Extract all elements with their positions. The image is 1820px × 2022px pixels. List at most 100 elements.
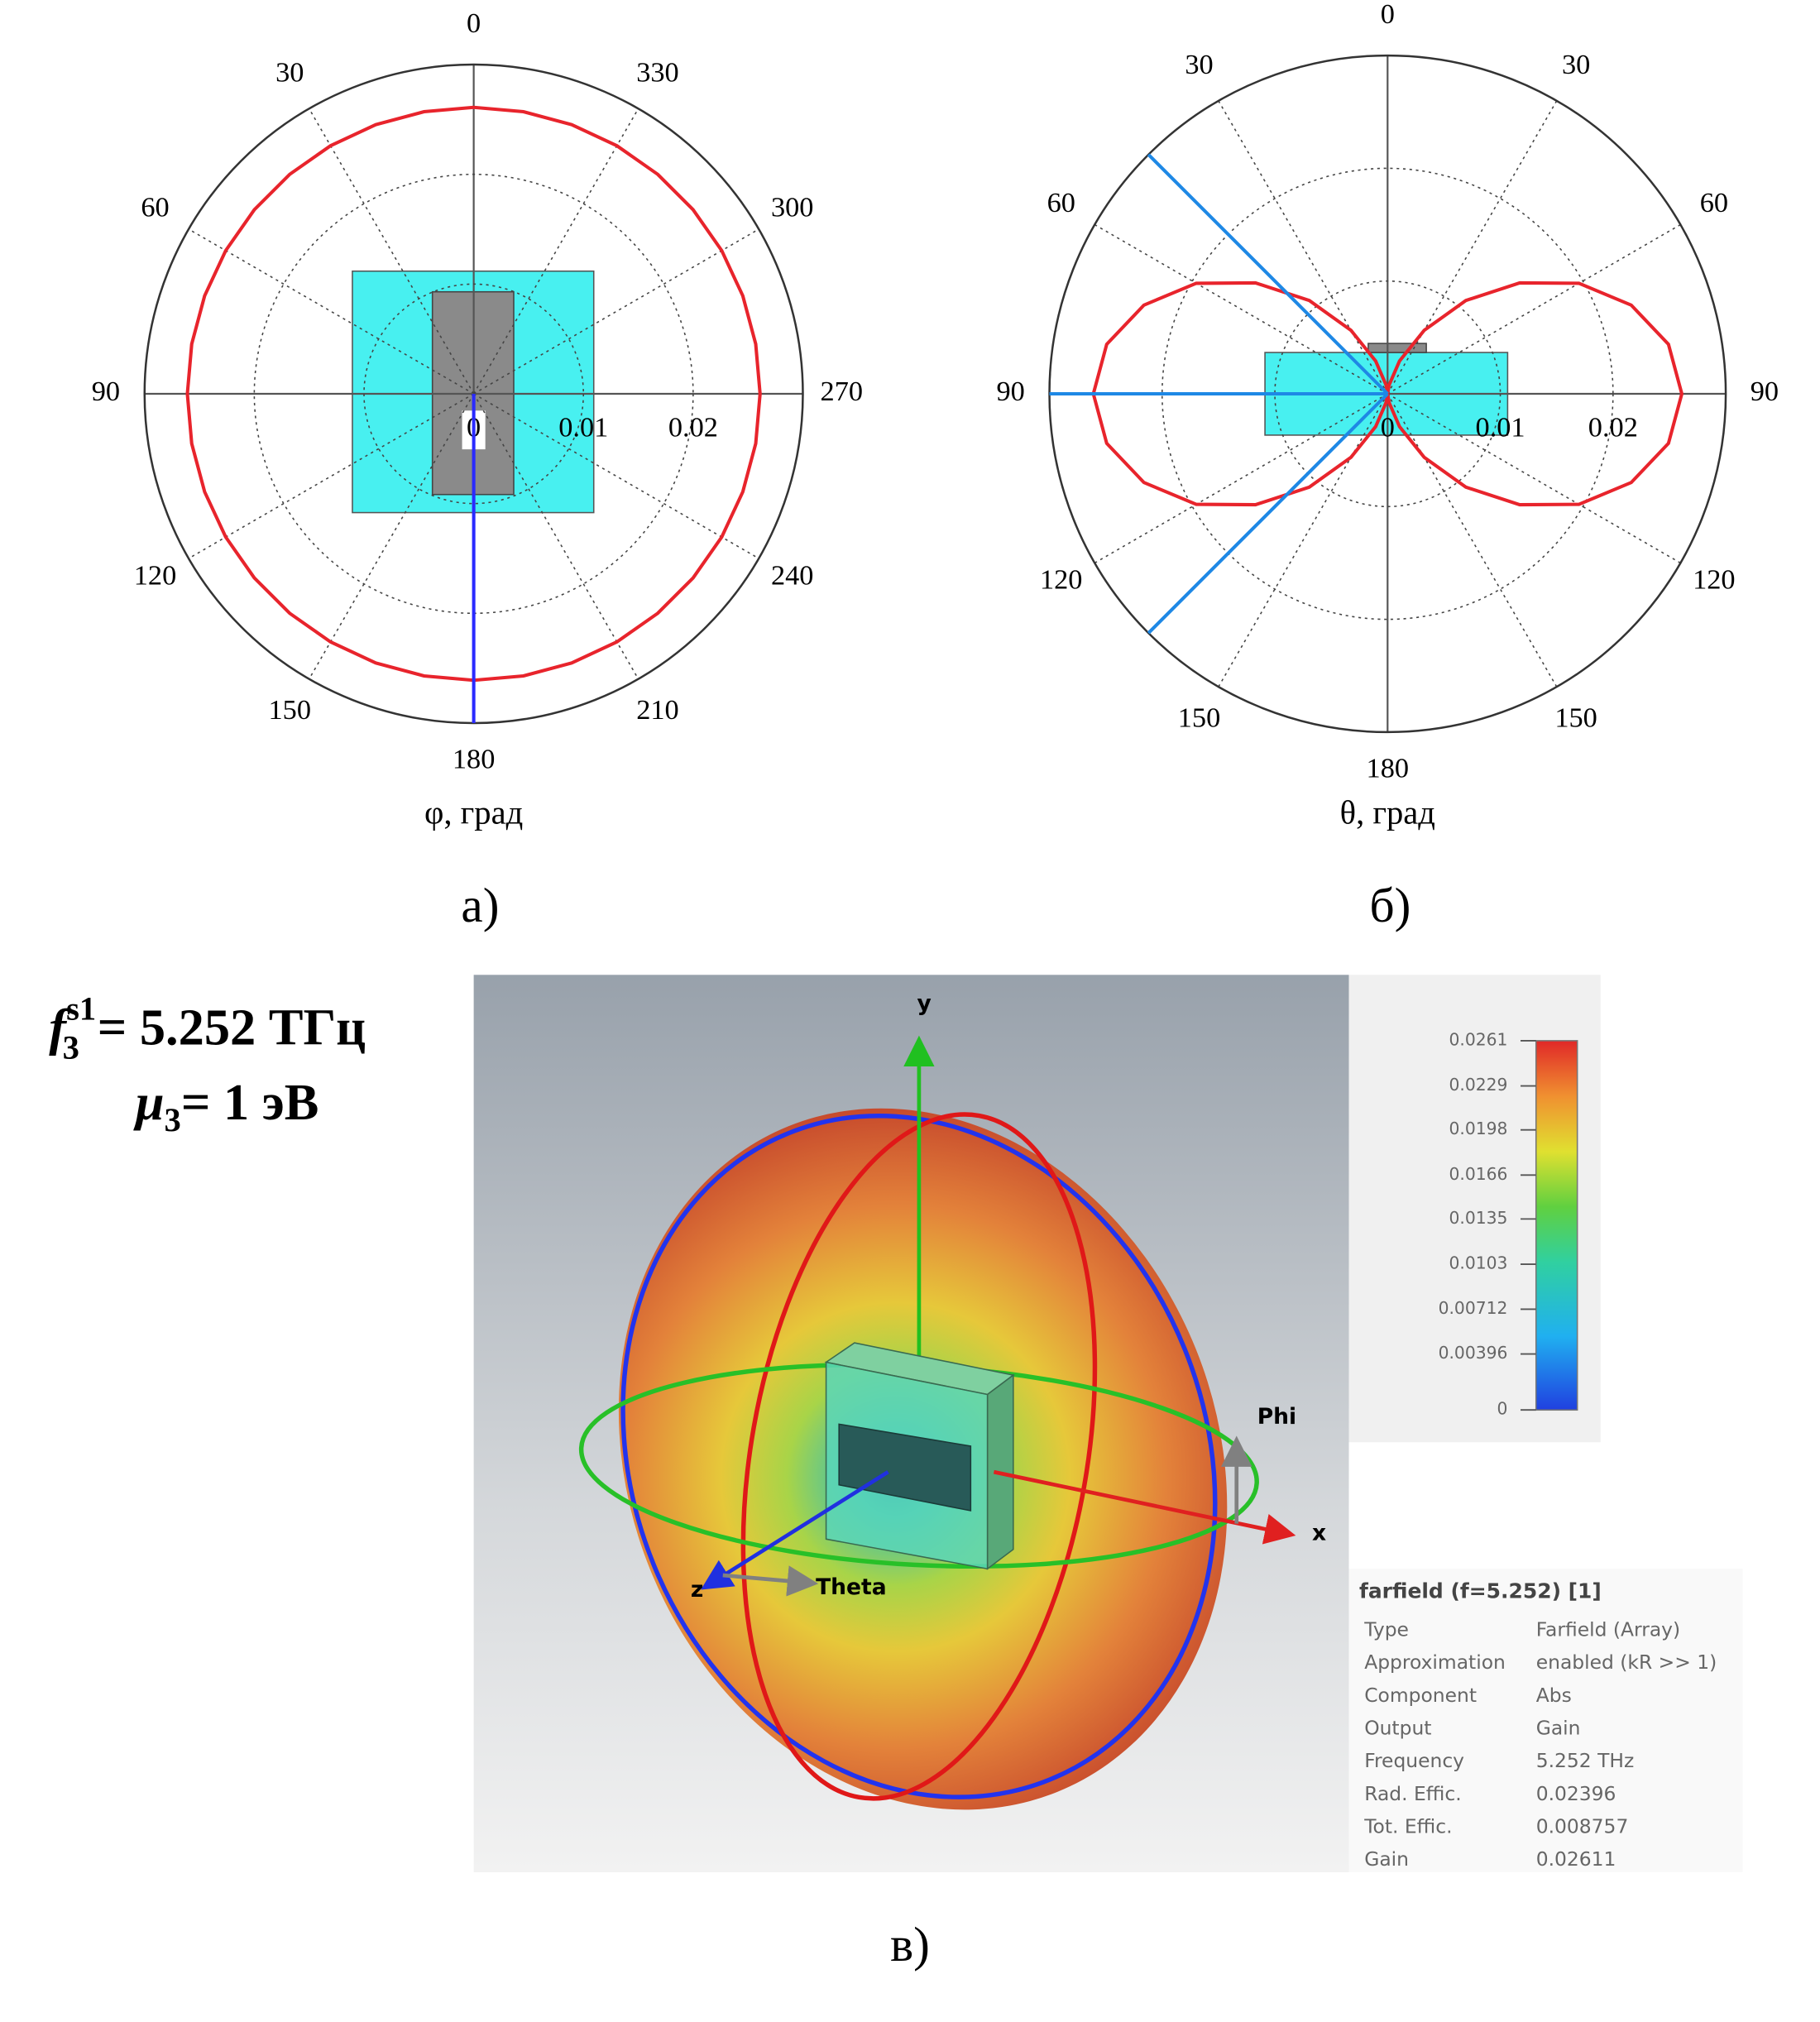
info-title: farfield (f=5.252) [1] — [1359, 1579, 1602, 1603]
info-panel — [1348, 1569, 1743, 1872]
info-key: Component — [1364, 1684, 1477, 1707]
grid-line — [1387, 100, 1558, 395]
panel-label: б) — [1369, 878, 1410, 932]
colorbar-label: 0.0103 — [1449, 1253, 1507, 1273]
colorbar-label: 0.0229 — [1449, 1075, 1507, 1095]
angle-tick-label: 0 — [1381, 0, 1395, 30]
angle-tick-label: 30 — [275, 57, 304, 89]
info-key: Frequency — [1364, 1749, 1464, 1772]
farfield-3d: y x z Theta Phi — [473, 975, 1349, 1872]
ring — [740, 1112, 1098, 1801]
panel-label: в) — [890, 1917, 930, 1972]
radial-tick-label: 0.02 — [668, 412, 718, 443]
radial-tick-label: 0.01 — [1476, 412, 1525, 443]
device-icon — [352, 270, 1509, 514]
info-value: 0.008757 — [1536, 1814, 1629, 1838]
colorbar-label: 0.0261 — [1449, 1029, 1507, 1049]
colorbar-label: 0.00712 — [1439, 1298, 1508, 1318]
angle-tick-label: 270 — [821, 376, 863, 407]
angle-tick-label: 60 — [141, 191, 169, 223]
angle-tick-label: 150 — [1554, 702, 1597, 734]
info-table: Type Farfield (Array) Approximation enabled… — [1363, 1618, 1717, 1871]
colorbar-ticks: 0.0261 0.0229 0.0198 0.0166 0.0135 0.0103 0.00… — [1439, 1029, 1536, 1419]
colorbar-label: 0.0198 — [1449, 1119, 1507, 1138]
axis-name: z — [691, 1577, 703, 1603]
angle-tick-label: 0 — [467, 7, 481, 39]
info-value: 5.252 THz — [1536, 1749, 1635, 1772]
formula-text: = 5.252 ТГц — [98, 999, 366, 1057]
radial-tick-label: 0.02 — [1588, 412, 1638, 443]
angle-tick-label: 150 — [1178, 702, 1220, 734]
colorbar-label: 0.0166 — [1449, 1164, 1507, 1184]
axis-z — [701, 1470, 889, 1590]
info-key: Gain — [1364, 1847, 1409, 1871]
info-value: 0.02396 — [1536, 1782, 1616, 1805]
info-key: Output — [1364, 1717, 1431, 1740]
colorbar — [1535, 1040, 1578, 1411]
subscript: 3 — [165, 1101, 181, 1138]
subscript: 3 — [63, 1029, 79, 1066]
superscript: s1 — [66, 990, 96, 1028]
formula-text: = 1 эВ — [181, 1074, 319, 1131]
grid-circle — [363, 283, 585, 505]
colorbar-label: 0 — [1497, 1399, 1508, 1419]
angle-name: Phi — [1257, 1404, 1296, 1430]
polar-plots: 030609012015018021024027030033000.010.02… — [92, 0, 1779, 784]
grid-line — [1218, 100, 1388, 395]
colorbar-label: 0.00396 — [1439, 1343, 1508, 1363]
formula: μ3= 1 эВ — [133, 1074, 319, 1138]
grid-circle — [1274, 280, 1502, 508]
angle-tick-label: 60 — [1047, 187, 1075, 218]
ring — [620, 1114, 1218, 1799]
slot — [838, 1423, 972, 1512]
formula: fs1 3 = 5.252 ТГц — [49, 990, 366, 1066]
angle-tick-label: 90 — [92, 376, 120, 407]
info-key: Rad. Effic. — [1364, 1782, 1461, 1805]
angle-tick-label: 120 — [1040, 564, 1082, 596]
grid-line — [1387, 393, 1681, 564]
grid-circle — [1161, 167, 1614, 620]
grid-line — [1218, 393, 1388, 688]
info-key: Tot. Effic. — [1363, 1814, 1452, 1838]
symbol: μ — [133, 1074, 165, 1131]
grid-line — [1094, 393, 1388, 564]
info-value: Gain — [1536, 1717, 1581, 1740]
colorbar-label: 0.0135 — [1449, 1208, 1507, 1228]
axis-x — [993, 1469, 1296, 1545]
axis-label: θ, град — [1340, 794, 1435, 831]
info-value: enabled (kR >> 1) — [1536, 1651, 1717, 1674]
info-key: Approximation — [1364, 1651, 1506, 1674]
angle-tick-label: 150 — [269, 694, 311, 726]
angle-name: Theta — [816, 1574, 887, 1600]
angle-tick-label: 30 — [1562, 49, 1590, 80]
angle-tick-label: 300 — [771, 191, 813, 223]
marker-line — [1147, 153, 1389, 395]
info-value: Farfield (Array) — [1536, 1618, 1680, 1641]
grid-line — [1387, 393, 1558, 688]
radial-tick-label: 0.01 — [558, 412, 608, 443]
info-key: Type — [1363, 1618, 1409, 1641]
angle-tick-label: 180 — [1367, 753, 1409, 784]
grid-line — [1094, 223, 1388, 395]
angle-tick-label: 120 — [134, 559, 176, 591]
info-value: 0.02611 — [1536, 1847, 1616, 1871]
radial-tick-label: 0 — [1381, 412, 1395, 443]
angle-tick-label: 60 — [1700, 187, 1728, 218]
axis-name: y — [917, 991, 932, 1017]
angle-tick-label: 90 — [997, 376, 1025, 407]
marker-line — [1147, 392, 1389, 635]
angle-tick-label: 90 — [1751, 376, 1779, 407]
panel-label: а) — [461, 878, 499, 932]
patch — [1367, 343, 1427, 353]
theta-arrow — [722, 1565, 819, 1597]
grid-line — [1387, 223, 1681, 395]
axis-name: x — [1312, 1521, 1326, 1546]
angle-tick-label: 240 — [771, 559, 813, 591]
angle-tick-label: 30 — [1185, 49, 1213, 80]
angle-tick-label: 180 — [453, 744, 495, 775]
angle-tick-label: 210 — [636, 694, 678, 726]
angle-tick-label: 330 — [636, 57, 678, 89]
axis-label: φ, град — [424, 794, 523, 831]
